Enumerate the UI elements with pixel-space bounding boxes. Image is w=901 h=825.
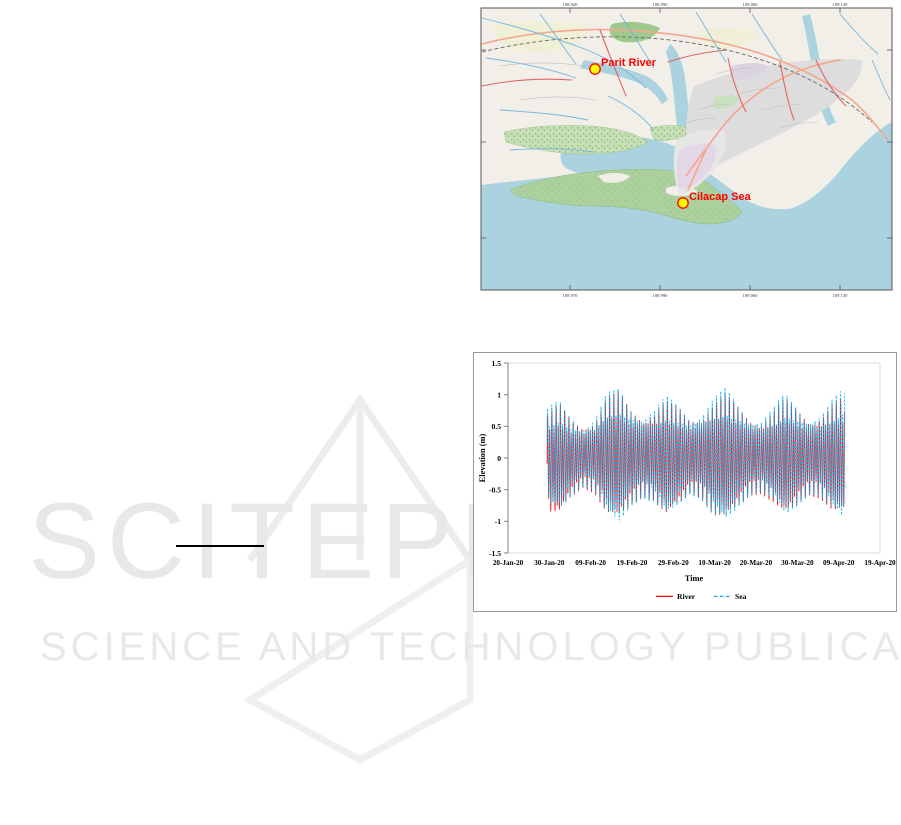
chart-y-tick-label-6: -1.5	[489, 549, 501, 558]
map-mangrove-belt	[503, 125, 649, 155]
map-marker-label-parit-river: Parit River	[601, 57, 657, 69]
chart-y-tick-label-0: 1.5	[492, 359, 502, 368]
map-waterways	[481, 11, 891, 153]
study-area-map-figure: Parit River Cilacap Sea	[480, 0, 893, 300]
map-greenspace-urban	[714, 95, 740, 109]
chart-x-tick-label-1: 30-Jan-20	[534, 559, 565, 567]
map-island-clearing-a	[598, 173, 630, 183]
chart-series-river	[546, 390, 846, 516]
map-xtick-bottom-1: 108.990	[653, 293, 669, 298]
chart-series-sea	[546, 387, 846, 521]
chart-y-tick-label-3: 0	[497, 454, 501, 463]
chart-x-tick-label-3: 19-Feb-20	[617, 559, 648, 567]
chart-x-tick-label-6: 20-Mar-20	[740, 559, 773, 567]
watermark-tagline: SCIENCE AND TECHNOLOGY PUBLICATIONS	[40, 625, 901, 669]
chart-y-tick-label-2: 0.5	[492, 422, 502, 431]
chart-legend: River Sea	[656, 592, 747, 601]
map-neatline	[480, 7, 893, 291]
chart-y-axis-title: Elevation (m)	[478, 433, 487, 482]
chart-y-tick-label-1: 1	[497, 390, 501, 399]
chart-plot-area	[507, 362, 881, 554]
map-marker-label-cilacap-sea: Cilacap Sea	[689, 191, 752, 203]
map-xtick-top-2: 109.060	[743, 2, 759, 7]
chart-x-tick-label-9: 19-Apr-20	[864, 559, 896, 567]
tidal-elevation-chart-figure: 1.5 1 0.5 0 -0.5 -1 -1.5 Elevation (m) 20-Jan-…	[473, 352, 897, 612]
legend-label-river: River	[677, 592, 696, 601]
map-industrial-a	[730, 63, 768, 80]
chart-x-tick-label-2: 09-Feb-20	[575, 559, 606, 567]
chart-y-tick-label-5: -1	[495, 517, 502, 526]
chart-y-axis-labels: 1.5 1 0.5 0 -0.5 -1 -1.5	[489, 359, 508, 558]
map-farmland-a	[494, 21, 590, 52]
map-xtick-top-3: 109.130	[833, 2, 849, 7]
map-tick-marks	[481, 8, 892, 290]
map-roads-primary	[481, 28, 889, 191]
chart-x-axis-labels: 20-Jan-20 30-Jan-20 09-Feb-20 19-Feb-20 29-F…	[493, 559, 896, 567]
map-canvas: Parit River Cilacap Sea	[481, 11, 892, 290]
horizontal-rule	[176, 545, 264, 547]
map-railway	[481, 36, 873, 123]
map-marker-parit-river[interactable]	[589, 63, 601, 75]
map-urban-cilacap	[686, 58, 863, 176]
map-river-west	[580, 60, 668, 104]
chart-x-tick-label-8: 09-Apr-20	[823, 559, 855, 567]
map-roads-secondary	[481, 29, 847, 121]
chart-x-tick-label-5: 10-Mar-20	[698, 559, 731, 567]
map-xtick-bottom-2: 109.060	[743, 293, 759, 298]
map-sea-east	[762, 122, 892, 290]
legend-label-sea: Sea	[735, 592, 747, 601]
map-marker-cilacap-sea[interactable]	[677, 197, 689, 209]
map-xtick-bottom-0: 108.970	[563, 293, 579, 298]
chart-x-tick-label-7: 30-Mar-20	[781, 559, 814, 567]
chart-series-group	[546, 387, 846, 521]
map-xtick-top-1: 108.990	[653, 2, 669, 7]
map-xtick-bottom-3: 109.130	[833, 293, 849, 298]
map-roads-minor	[499, 62, 819, 129]
chart-x-tick-label-0: 20-Jan-20	[493, 559, 524, 567]
chart-x-tick-label-4: 29-Feb-20	[658, 559, 689, 567]
map-xtick-top-0: 108.920	[563, 2, 579, 7]
chart-x-axis-title: Time	[685, 574, 704, 583]
chart-y-tick-label-4: -0.5	[489, 485, 501, 494]
map-residential-pink	[676, 143, 717, 189]
